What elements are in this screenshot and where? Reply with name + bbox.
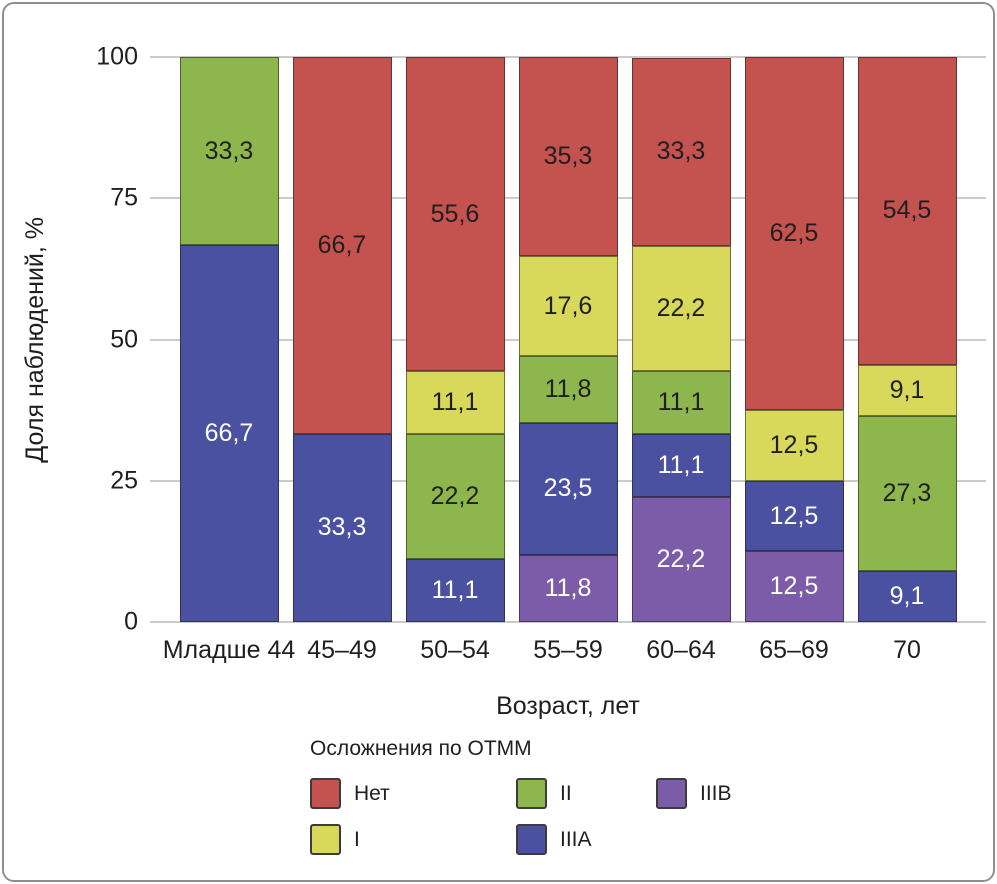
- segment-value-label: 33,3: [317, 513, 367, 542]
- segment-value-label: 22,2: [430, 482, 480, 511]
- segment-value-label: 66,7: [317, 230, 367, 259]
- legend-swatch-II: [516, 778, 547, 809]
- segment-value-label: 12,5: [769, 572, 819, 601]
- segment-value-label: 11,1: [431, 388, 479, 417]
- bar-segment-Нет: 62,5: [744, 57, 844, 411]
- segment-value-label: 22,2: [656, 293, 706, 322]
- legend-label: Нет: [354, 781, 390, 805]
- bar-segment-II: 33,3: [179, 57, 279, 246]
- bar-segment-II: 11,8: [518, 355, 618, 423]
- bar-segment-I: 11,1: [405, 371, 505, 434]
- bar-segment-IIIA: 66,7: [179, 245, 279, 622]
- legend-label: II: [560, 781, 572, 805]
- bar-segment-Нет: 33,3: [631, 57, 731, 246]
- segment-value-label: 12,5: [769, 430, 819, 459]
- bar-segment-IIIA: 23,5: [518, 422, 618, 556]
- legend-swatch-IIIB: [656, 778, 687, 809]
- y-axis-title: Доля наблюдений, %: [20, 216, 49, 463]
- y-tick-label: 50: [110, 325, 138, 353]
- bar-segment-II: 11,1: [631, 371, 731, 434]
- segment-value-label: 33,3: [204, 136, 254, 165]
- bar-segment-IIIA: 33,3: [292, 433, 392, 622]
- segment-value-label: 23,5: [543, 474, 593, 503]
- legend-swatch-IIIA: [516, 824, 547, 855]
- bar-column-1: 66,7 33,3: [179, 57, 279, 622]
- bar-segment-Нет: 54,5: [857, 57, 957, 365]
- bar-segment-I: 22,2: [631, 245, 731, 372]
- bar-segment-IIIA: 9,1: [857, 570, 957, 622]
- legend-item-I: I: [310, 824, 516, 855]
- gridline: [150, 621, 986, 623]
- bar-column-7: 9,1 27,3 9,1 54,5: [857, 57, 957, 622]
- y-tick-label: 25: [110, 466, 138, 495]
- bar-segment-II: 27,3: [857, 416, 957, 571]
- bar-segment-I: 12,5: [744, 410, 844, 481]
- bar-column-2: 33,3 66,7: [292, 57, 392, 622]
- x-tick-label: 45–49: [307, 636, 377, 664]
- x-tick-label: 50–54: [420, 636, 490, 664]
- bar-segment-I: 17,6: [518, 256, 618, 356]
- x-tick-label: 65–69: [759, 636, 829, 664]
- x-tick-label: Младше 44: [162, 636, 296, 664]
- bar-segment-IIIA: 11,1: [405, 559, 505, 622]
- bar-segment-I: 9,1: [857, 364, 957, 417]
- legend-item-II: II: [516, 778, 656, 809]
- bar-segment-Нет: 66,7: [292, 57, 392, 434]
- gridline: [150, 56, 986, 58]
- bar-column-6: 12,5 12,5 12,5 62,5: [744, 57, 844, 622]
- segment-value-label: 11,1: [431, 576, 479, 605]
- legend-title: Осложнения по ОТММ: [310, 737, 532, 760]
- bars: 66,7 33,3 33,3 66,7 11,1 22,2 11,1 55,6 11,8 23,5…: [150, 57, 986, 622]
- legend-item-IIIB: IIIB: [656, 778, 732, 809]
- legend-label: IIIA: [560, 827, 592, 851]
- y-tick-label: 100: [96, 42, 138, 71]
- segment-value-label: 62,5: [769, 219, 819, 248]
- legend-swatch-I: [310, 824, 341, 855]
- segment-value-label: 9,1: [889, 581, 925, 610]
- bar-segment-IIIB: 12,5: [744, 551, 844, 622]
- legend-grid: Нет II IIIB I IIIA: [310, 778, 732, 855]
- bar-segment-IIIB: 22,2: [631, 496, 731, 622]
- segment-value-label: 55,6: [430, 199, 480, 228]
- segment-value-label: 35,3: [543, 142, 593, 171]
- segment-value-label: 33,3: [656, 137, 706, 166]
- x-tick-label: 70: [893, 636, 921, 664]
- segment-value-label: 22,2: [656, 544, 706, 573]
- x-tick-label: 60–64: [646, 636, 716, 664]
- segment-value-label: 11,1: [657, 450, 705, 479]
- legend-swatch-Нет: [310, 778, 341, 809]
- x-axis-title: Возраст, лет: [496, 692, 640, 720]
- bar-column-4: 11,8 23,5 11,8 17,6 35,3: [518, 57, 618, 622]
- bar-segment-II: 22,2: [405, 433, 505, 560]
- bar-segment-IIIA: 12,5: [744, 480, 844, 552]
- legend-label: I: [354, 827, 360, 851]
- plot-area: 66,7 33,3 33,3 66,7 11,1 22,2 11,1 55,6 11,8 23,5…: [150, 56, 986, 623]
- segment-value-label: 27,3: [882, 478, 932, 507]
- bar-segment-IIIA: 11,1: [631, 433, 731, 497]
- y-tick-label: 75: [110, 183, 138, 212]
- bar-column-3: 11,1 22,2 11,1 55,6: [405, 57, 505, 622]
- segment-value-label: 11,8: [544, 574, 592, 603]
- legend-item-IIIA: IIIA: [516, 824, 656, 855]
- legend: Осложнения по ОТММ Нет II IIIB I IIIA: [310, 737, 732, 855]
- legend-item-Нет: Нет: [310, 778, 516, 809]
- segment-value-label: 12,5: [769, 501, 819, 530]
- y-tick-label: 0: [124, 607, 138, 636]
- segment-value-label: 11,8: [544, 374, 592, 403]
- bar-column-5: 22,2 11,1 11,1 22,2 33,3: [631, 57, 731, 622]
- x-axis-tick-labels: Младше 44 45–49 50–54 55–59 60–64 65–69 70: [150, 636, 986, 665]
- segment-value-label: 9,1: [889, 376, 925, 405]
- legend-label: IIIB: [700, 781, 732, 805]
- segment-value-label: 54,5: [882, 196, 932, 225]
- bar-segment-IIIB: 11,8: [518, 555, 618, 622]
- x-tick-label: 55–59: [533, 636, 603, 664]
- segment-value-label: 17,6: [543, 291, 593, 320]
- bar-segment-Нет: 55,6: [405, 57, 505, 372]
- bar-segment-Нет: 35,3: [518, 57, 618, 257]
- y-axis-ticks: 0 25 50 75 100: [58, 44, 138, 634]
- segment-value-label: 66,7: [204, 419, 254, 448]
- y-axis-title-wrap: Доля наблюдений, %: [12, 57, 58, 622]
- segment-value-label: 11,1: [657, 388, 705, 417]
